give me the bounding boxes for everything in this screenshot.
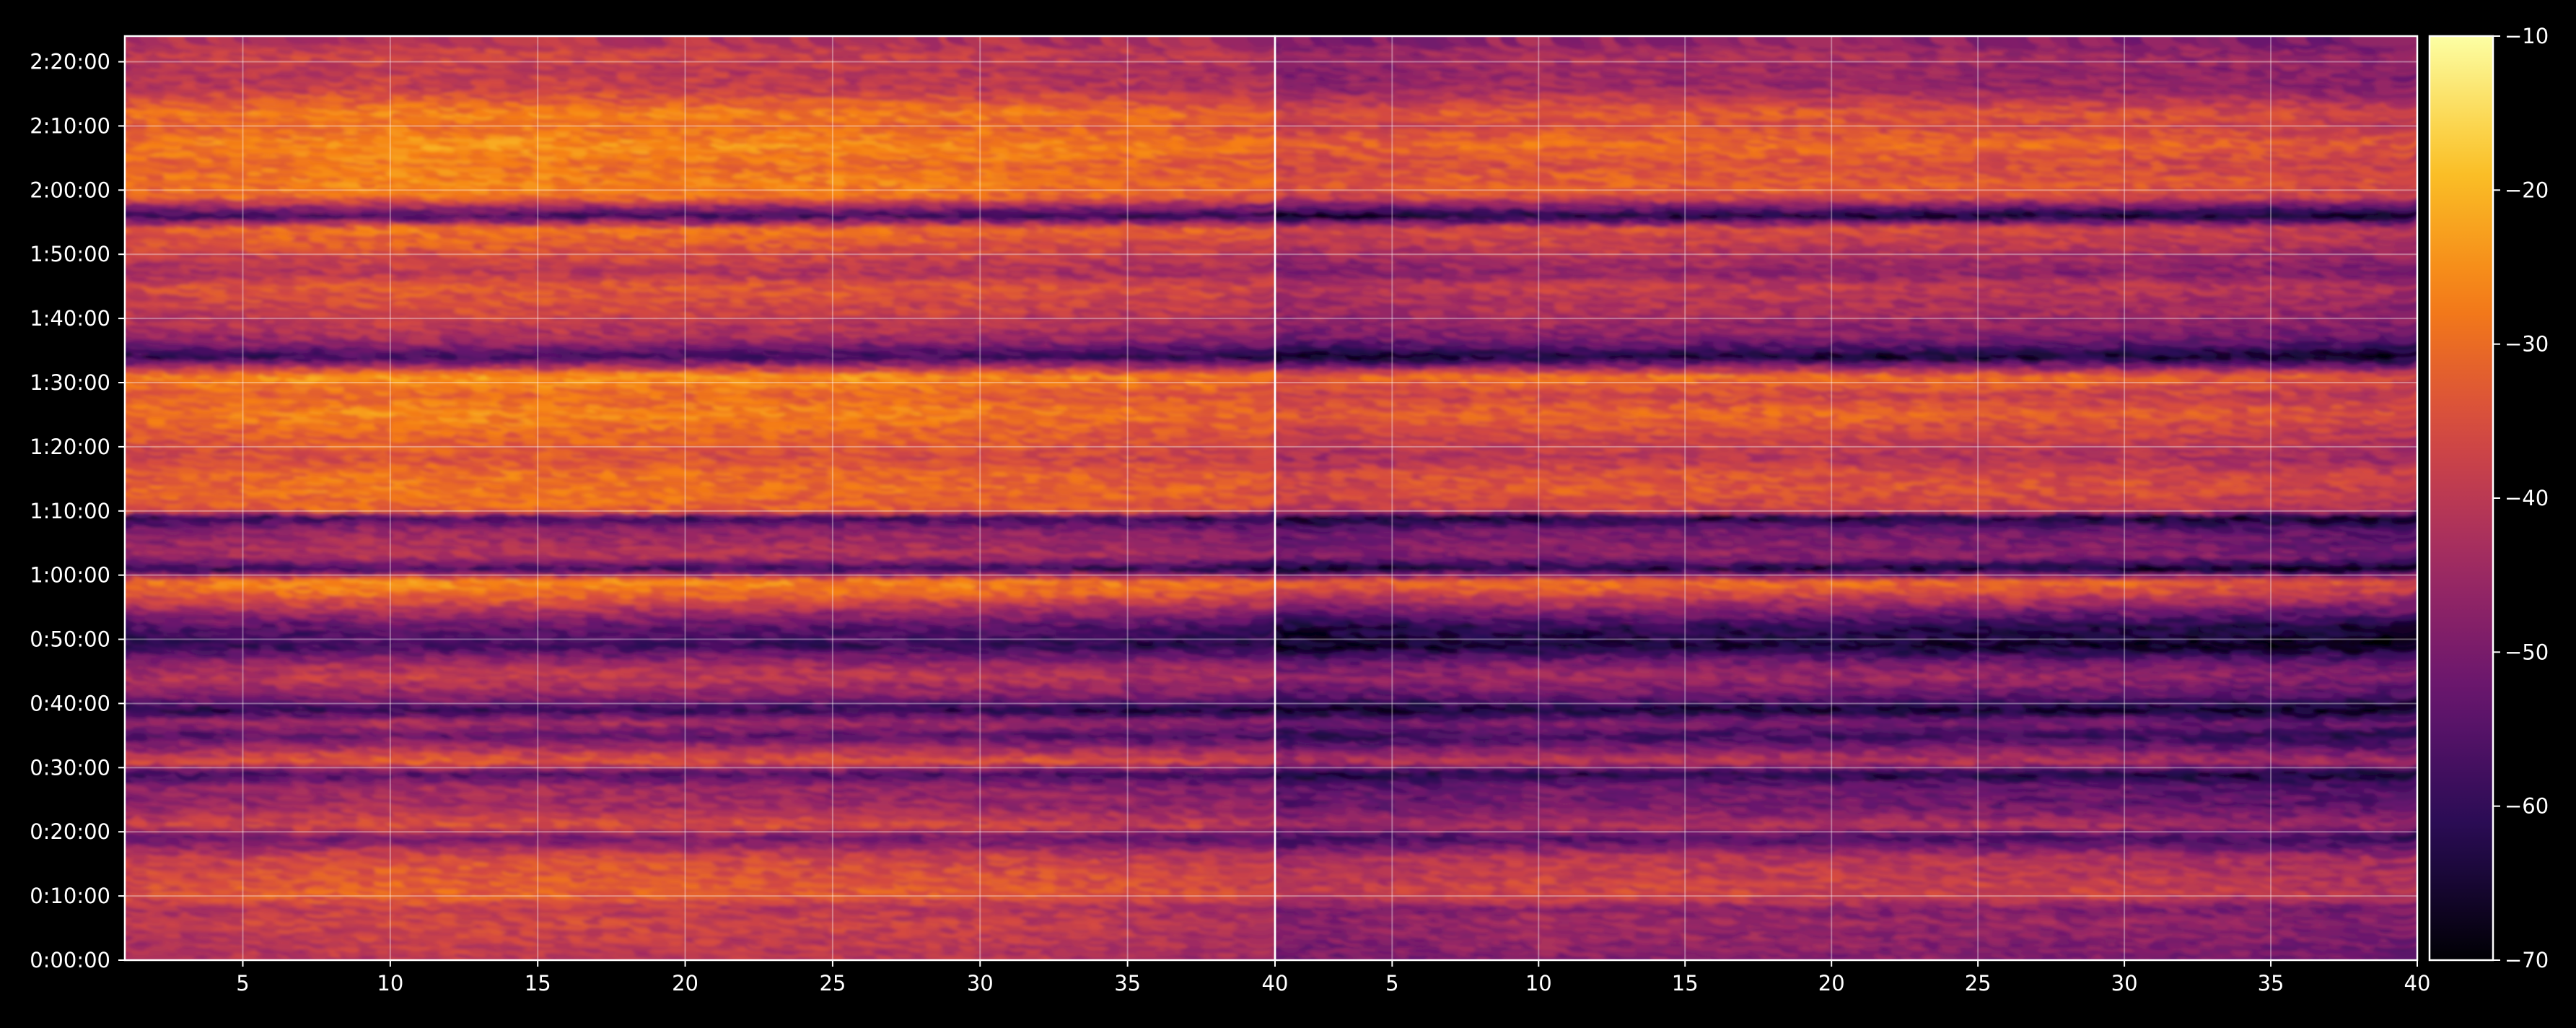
heatmap-panel-left bbox=[102, 28, 1284, 970]
heatmap-cells bbox=[102, 28, 1284, 970]
